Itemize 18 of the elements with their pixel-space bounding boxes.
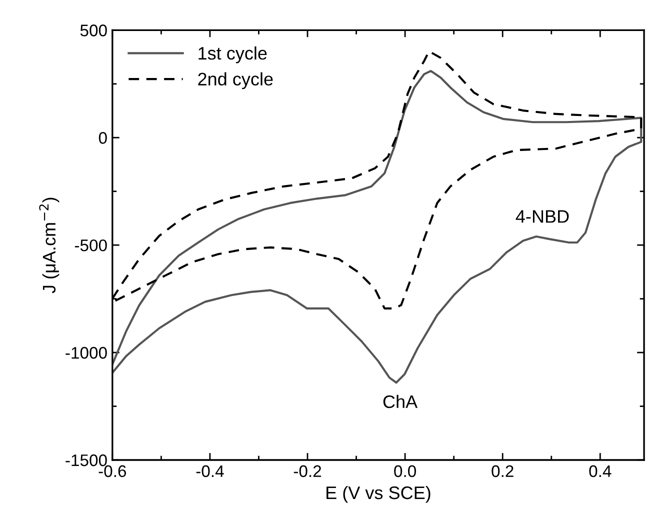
x-tick-label: 0.2 (492, 465, 514, 478)
y-tick-label: -1000 (66, 346, 107, 359)
x-tick-label: 0.0 (394, 465, 416, 478)
annotation: ChA (383, 394, 418, 408)
x-tick-label: -0.2 (294, 465, 322, 478)
legend-label: 1st cycle (198, 46, 267, 64)
y-tick-label: -500 (74, 239, 107, 252)
x-tick-label: -0.6 (98, 465, 126, 478)
x-tick-label: 0.4 (589, 465, 612, 478)
y-tick-label: -1500 (66, 454, 107, 466)
line-series (112, 70, 642, 384)
annotation: 4-NBD (516, 210, 569, 223)
y-tick-label: 0 (98, 132, 107, 144)
legend-label: 2nd cycle (198, 72, 273, 90)
x-axis-title: E (V vs SCE) (326, 486, 430, 503)
x-tick-label: -0.4 (196, 465, 224, 478)
y-axis-title: J (μA.cm$^{−2}$) (39, 198, 60, 294)
y-tick-label: 500 (80, 24, 107, 36)
